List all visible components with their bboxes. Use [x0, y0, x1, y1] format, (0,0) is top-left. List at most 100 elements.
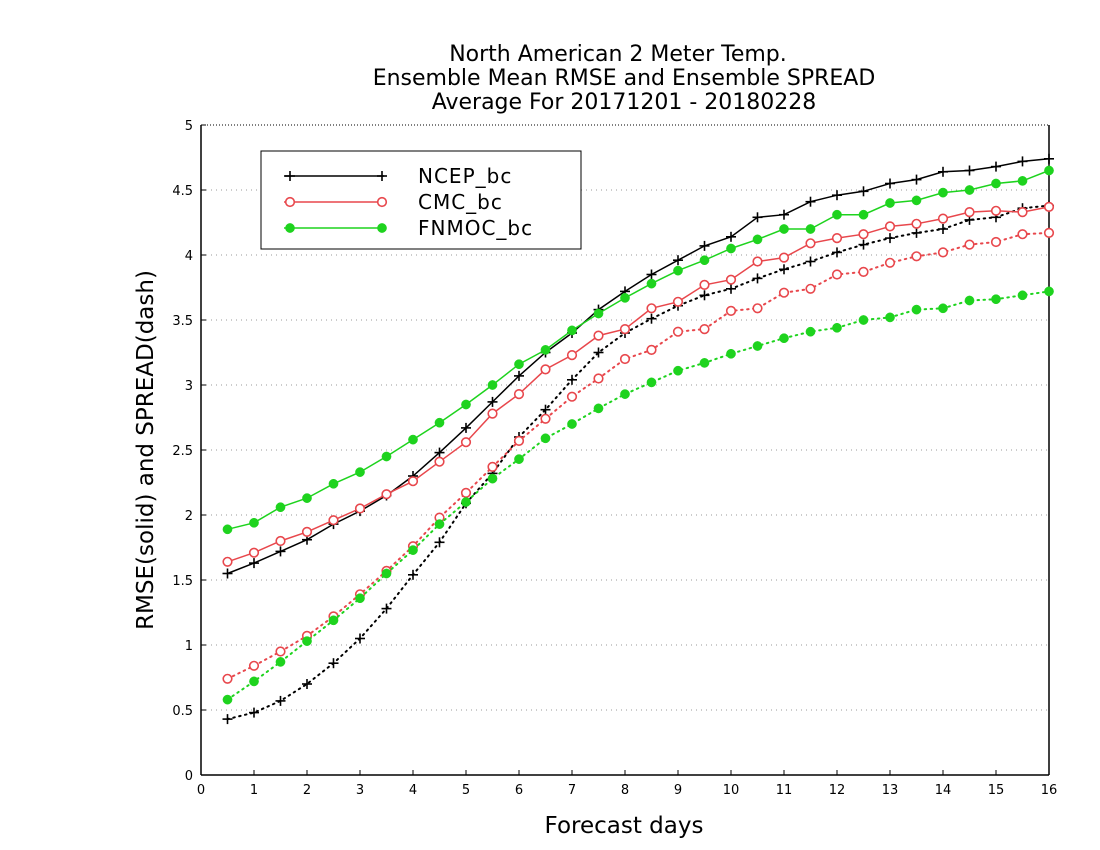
y-tick-label-10: 5 [185, 119, 193, 134]
fnmoc-bc-spread-point-0 [222, 694, 233, 705]
grid-lines [201, 189, 1049, 711]
ncep-bc-spread-point-3 [302, 679, 312, 689]
fnmoc-bc-rmse-series [222, 165, 1054, 535]
ncep-bc-spread-point-13 [567, 374, 577, 385]
cmc-bc-rmse-point-11 [513, 389, 525, 400]
cmc-bc-spread-point-16 [646, 344, 657, 356]
title-line-1: North American 2 Meter Temp. [449, 42, 787, 67]
cmc-bc-rmse-point-8 [434, 456, 445, 467]
x-tick-label-10: 10 [723, 783, 740, 798]
ncep-bc-rmse-point-11 [514, 370, 524, 381]
ncep-bc-spread-point-26 [911, 227, 922, 238]
fnmoc-bc-spread-point-14 [593, 403, 604, 414]
x-tick-label-11: 11 [776, 783, 793, 798]
y-tick-label-7: 3.5 [172, 314, 193, 329]
ncep-bc-rmse-point-26 [911, 174, 922, 185]
fnmoc-bc-spread-point-31 [1044, 286, 1054, 297]
fnmoc-bc-spread-point-25 [885, 312, 895, 323]
ncep-bc-spread-point-23 [832, 247, 842, 258]
ncep-bc-rmse-point-22 [805, 196, 816, 207]
cmc-bc-spread-point-21 [778, 287, 790, 298]
fnmoc-bc-spread-point-27 [938, 303, 948, 314]
fnmoc-bc-rmse-point-6 [381, 451, 392, 462]
fnmoc-bc-rmse-point-7 [408, 434, 418, 445]
cmc-bc-rmse-point-17 [672, 296, 684, 307]
cmc-bc-rmse-point-28 [964, 207, 975, 218]
cmc-bc-spread-point-12 [540, 413, 551, 424]
cmc-bc-rmse-point-23 [831, 233, 843, 244]
cmc-bc-spread-point-13 [566, 391, 578, 402]
legend-marker-left-fnmoc-bc [285, 223, 295, 233]
fnmoc-bc-rmse-point-9 [461, 399, 471, 410]
ncep-bc-spread-point-4 [328, 658, 339, 669]
x-tick-label-2: 2 [303, 783, 311, 798]
fnmoc-bc-rmse-point-1 [249, 517, 259, 528]
x-axis-label: Forecast days [545, 813, 704, 839]
ncep-bc-rmse-point-17 [673, 255, 683, 266]
fnmoc-bc-spread-series [222, 286, 1054, 705]
fnmoc-bc-spread-point-1 [249, 676, 259, 687]
fnmoc-bc-rmse-point-5 [355, 467, 365, 477]
fnmoc-bc-rmse-point-20 [752, 234, 763, 245]
x-tick-label-7: 7 [568, 783, 576, 798]
fnmoc-bc-spread-point-11 [514, 454, 524, 464]
cmc-bc-spread-point-24 [858, 266, 869, 278]
x-tick-label-0: 0 [197, 783, 205, 798]
cmc-bc-rmse-point-5 [354, 503, 366, 514]
ncep-bc-spread-point-27 [938, 224, 948, 234]
fnmoc-bc-spread-point-26 [911, 304, 922, 315]
cmc-bc-rmse-point-22 [805, 238, 816, 249]
cmc-bc-rmse-point-9 [460, 437, 472, 448]
ncep-bc-rmse-point-27 [938, 166, 948, 177]
cmc-bc-rmse-point-3 [301, 526, 313, 538]
ncep-bc-spread-point-25 [885, 233, 895, 244]
cmc-bc-rmse-point-19 [725, 274, 737, 285]
ncep-bc-spread-point-6 [381, 603, 392, 614]
fnmoc-bc-rmse-point-3 [302, 493, 312, 503]
fnmoc-bc-spread-point-21 [779, 333, 789, 344]
fnmoc-bc-rmse-point-18 [699, 255, 710, 266]
fnmoc-bc-spread-point-8 [434, 519, 445, 529]
legend-marker-right-ncep-bc [377, 171, 387, 181]
ncep-bc-spread-point-21 [779, 264, 789, 275]
legend-label-cmc-bc: CMC_bc [418, 190, 503, 214]
fnmoc-bc-rmse-point-13 [567, 325, 577, 336]
cmc-bc-spread-point-28 [964, 239, 975, 250]
cmc-bc-rmse-point-29 [990, 205, 1002, 216]
cmc-bc-rmse-line [227, 206, 1050, 563]
fnmoc-bc-spread-point-6 [381, 568, 392, 579]
y-axis-ticks: 0 0.5 1 1.5 2 2.5 3 3.5 4 4.5 5 [172, 119, 206, 784]
x-tick-label-8: 8 [621, 783, 629, 798]
ncep-bc-spread-point-0 [222, 714, 233, 725]
cmc-bc-spread-point-17 [672, 326, 684, 337]
fnmoc-bc-spread-point-16 [646, 377, 657, 388]
fnmoc-bc-rmse-point-15 [620, 293, 630, 303]
fnmoc-bc-rmse-point-17 [673, 265, 683, 276]
y-axis-label: RMSE(solid) and SPREAD(dash) [133, 270, 159, 630]
cmc-bc-rmse-point-18 [699, 279, 710, 291]
fnmoc-bc-rmse-point-25 [885, 198, 895, 208]
cmc-bc-spread-point-1 [248, 660, 260, 671]
fnmoc-bc-rmse-point-29 [991, 178, 1001, 189]
cmc-bc-spread-point-11 [513, 435, 525, 447]
title-line-2: Ensemble Mean RMSE and Ensemble SPREAD [373, 66, 876, 91]
legend-marker-left-cmc-bc [284, 196, 296, 208]
ncep-bc-rmse-point-29 [991, 161, 1001, 172]
ncep-bc-spread-point-22 [805, 256, 816, 267]
fnmoc-bc-rmse-point-8 [434, 417, 445, 428]
ncep-bc-spread-point-24 [858, 239, 869, 250]
ncep-bc-rmse-point-24 [858, 186, 869, 197]
x-tick-label-4: 4 [409, 783, 417, 798]
fnmoc-bc-spread-point-18 [699, 358, 710, 368]
cmc-bc-rmse-point-25 [884, 221, 896, 232]
cmc-bc-rmse-point-6 [381, 489, 392, 500]
cmc-bc-spread-point-10 [487, 461, 498, 473]
fnmoc-bc-rmse-point-16 [646, 278, 657, 289]
fnmoc-bc-spread-point-17 [673, 365, 683, 376]
ncep-bc-spread-point-12 [540, 404, 551, 415]
legend-entry-fnmoc-bc: FNMOC_bc [284, 216, 532, 240]
ncep-bc-rmse-point-16 [646, 269, 657, 280]
title-line-3: Average For 20171201 - 20180228 [432, 90, 817, 115]
legend-entry-ncep-bc: NCEP_bc [284, 164, 511, 188]
